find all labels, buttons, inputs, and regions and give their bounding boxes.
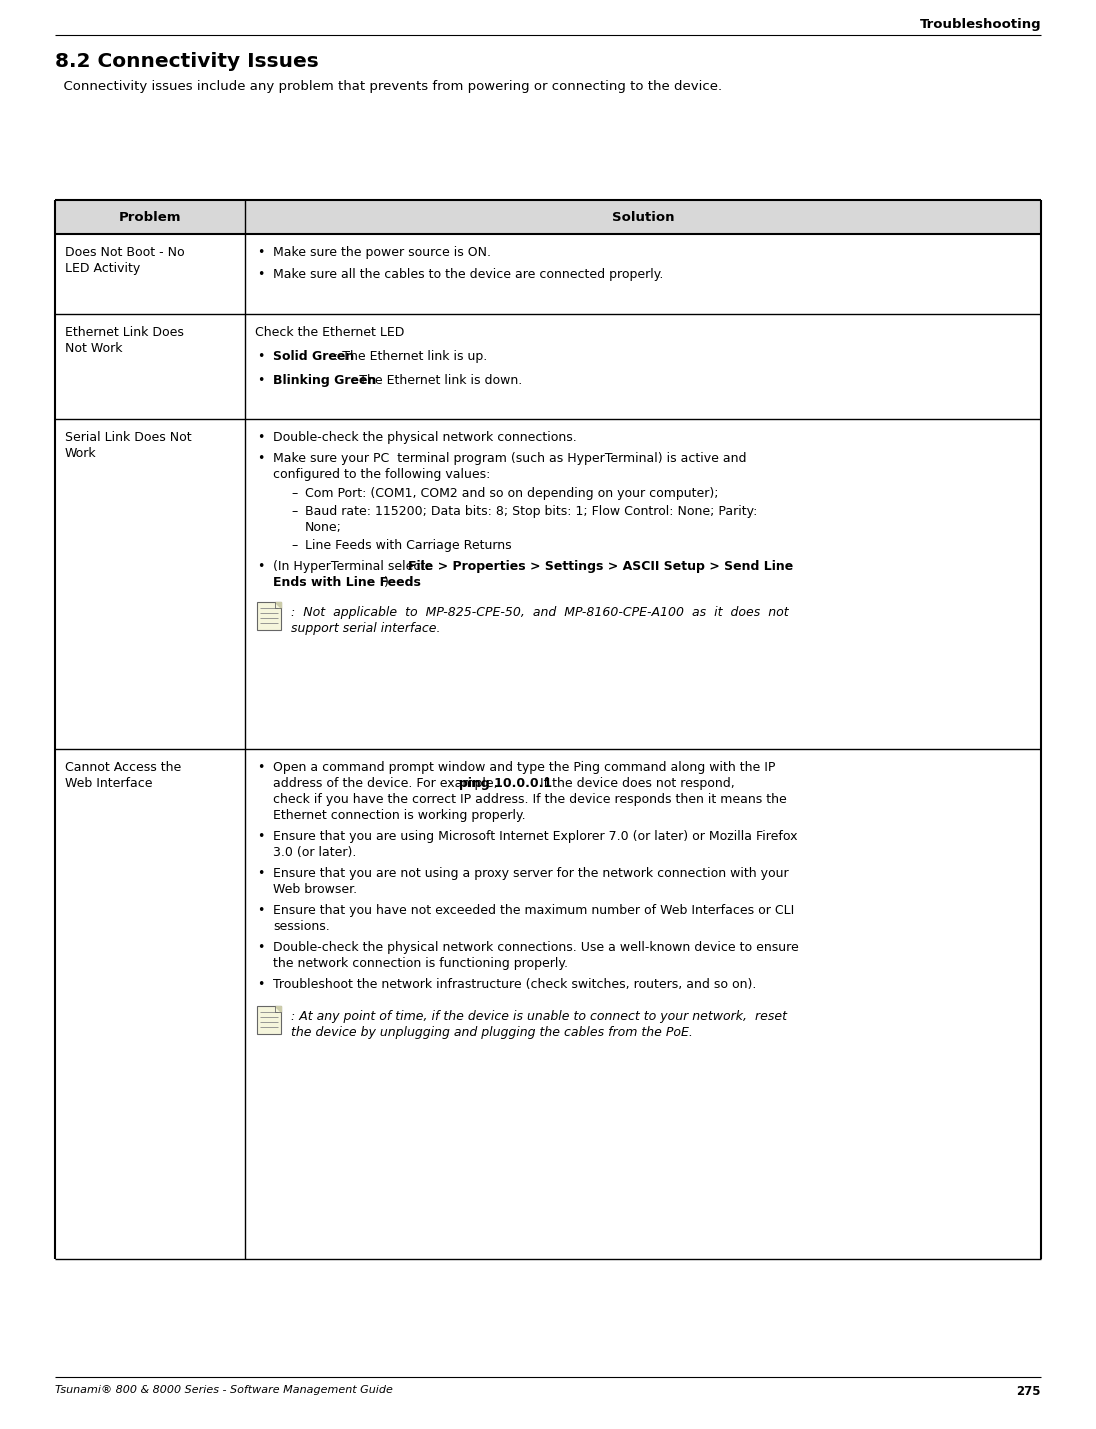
Text: Ensure that you are using Microsoft Internet Explorer 7.0 (or later) or Mozilla : Ensure that you are using Microsoft Inte… (273, 830, 798, 843)
Text: Baud rate: 115200; Data bits: 8; Stop bits: 1; Flow Control: None; Parity:: Baud rate: 115200; Data bits: 8; Stop bi… (305, 504, 757, 517)
Text: Troubleshooting: Troubleshooting (920, 19, 1041, 31)
Text: ping 10.0.0.1: ping 10.0.0.1 (459, 777, 552, 790)
Polygon shape (275, 602, 281, 607)
Text: Problem: Problem (118, 210, 181, 223)
Text: check if you have the correct IP address. If the device responds then it means t: check if you have the correct IP address… (273, 793, 787, 806)
Text: Ends with Line Feeds: Ends with Line Feeds (273, 576, 421, 589)
Text: Ethernet Link Does: Ethernet Link Does (65, 326, 184, 339)
Text: : The Ethernet link is up.: : The Ethernet link is up. (334, 350, 488, 363)
Text: Web browser.: Web browser. (273, 883, 357, 896)
Text: Not Work: Not Work (65, 342, 123, 354)
Text: the device by unplugging and plugging the cables from the PoE.: the device by unplugging and plugging th… (292, 1026, 693, 1039)
Text: •: • (256, 432, 264, 444)
Text: Blinking Green: Blinking Green (273, 374, 376, 387)
Text: –: – (292, 539, 297, 552)
FancyBboxPatch shape (256, 602, 281, 630)
Text: •: • (256, 977, 264, 990)
Text: Make sure your PC  terminal program (such as HyperTerminal) is active and: Make sure your PC terminal program (such… (273, 452, 746, 464)
Text: Make sure all the cables to the device are connected properly.: Make sure all the cables to the device a… (273, 269, 663, 282)
Text: Make sure the power source is ON.: Make sure the power source is ON. (273, 246, 491, 259)
Text: 3.0 (or later).: 3.0 (or later). (273, 846, 356, 859)
Text: •: • (256, 452, 264, 464)
Bar (55, 200, 1041, 234)
Text: Work: Work (65, 447, 96, 460)
Polygon shape (275, 1006, 281, 1012)
Text: Com Port: (COM1, COM2 and so on depending on your computer);: Com Port: (COM1, COM2 and so on dependin… (305, 487, 719, 500)
Text: support serial interface.: support serial interface. (292, 622, 441, 634)
Text: Line Feeds with Carriage Returns: Line Feeds with Carriage Returns (305, 539, 512, 552)
Text: –: – (292, 487, 297, 500)
Text: (In HyperTerminal select:: (In HyperTerminal select: (273, 560, 434, 573)
Text: Double-check the physical network connections. Use a well-known device to ensure: Double-check the physical network connec… (273, 942, 799, 955)
Text: Ensure that you have not exceeded the maximum number of Web Interfaces or CLI: Ensure that you have not exceeded the ma… (273, 905, 795, 917)
Text: sessions.: sessions. (273, 920, 330, 933)
Text: ): ) (384, 576, 389, 589)
Text: •: • (256, 762, 264, 775)
Text: •: • (256, 246, 264, 259)
Text: •: • (256, 867, 264, 880)
Text: Solution: Solution (612, 210, 674, 223)
Text: 8.2 Connectivity Issues: 8.2 Connectivity Issues (55, 51, 319, 71)
Text: Double-check the physical network connections.: Double-check the physical network connec… (273, 432, 576, 444)
Text: address of the device. For example,: address of the device. For example, (273, 777, 502, 790)
Text: File > Properties > Settings > ASCII Setup > Send Line: File > Properties > Settings > ASCII Set… (408, 560, 792, 573)
Text: LED Activity: LED Activity (65, 262, 140, 274)
FancyBboxPatch shape (256, 1006, 281, 1035)
Text: •: • (256, 905, 264, 917)
Text: Cannot Access the: Cannot Access the (65, 762, 181, 775)
Text: 275: 275 (1016, 1385, 1041, 1398)
Text: configured to the following values:: configured to the following values: (273, 469, 490, 482)
Text: Open a command prompt window and type the Ping command along with the IP: Open a command prompt window and type th… (273, 762, 775, 775)
Text: Serial Link Does Not: Serial Link Does Not (65, 432, 192, 444)
Text: Web Interface: Web Interface (65, 777, 152, 790)
Text: : The Ethernet link is down.: : The Ethernet link is down. (351, 374, 522, 387)
Text: –: – (292, 504, 297, 517)
Text: •: • (256, 269, 264, 282)
Text: Does Not Boot - No: Does Not Boot - No (65, 246, 184, 259)
Text: the network connection is functioning properly.: the network connection is functioning pr… (273, 957, 568, 970)
Text: :  Not  applicable  to  MP-825-CPE-50,  and  MP-8160-CPE-A100  as  it  does  not: : Not applicable to MP-825-CPE-50, and M… (292, 606, 789, 619)
Text: : At any point of time, if the device is unable to connect to your network,  res: : At any point of time, if the device is… (292, 1010, 787, 1023)
Text: •: • (256, 830, 264, 843)
Text: Check the Ethernet LED: Check the Ethernet LED (255, 326, 404, 339)
Text: •: • (256, 350, 264, 363)
Text: Troubleshoot the network infrastructure (check switches, routers, and so on).: Troubleshoot the network infrastructure … (273, 977, 756, 990)
Text: . If the device does not respond,: . If the device does not respond, (532, 777, 734, 790)
Text: •: • (256, 560, 264, 573)
Text: •: • (256, 374, 264, 387)
Text: Tsunami® 800 & 8000 Series - Software Management Guide: Tsunami® 800 & 8000 Series - Software Ma… (55, 1385, 392, 1395)
Text: Ensure that you are not using a proxy server for the network connection with you: Ensure that you are not using a proxy se… (273, 867, 789, 880)
Text: Connectivity issues include any problem that prevents from powering or connectin: Connectivity issues include any problem … (55, 80, 722, 93)
Text: Solid Green: Solid Green (273, 350, 354, 363)
Text: None;: None; (305, 522, 342, 534)
Text: •: • (256, 942, 264, 955)
Text: Ethernet connection is working properly.: Ethernet connection is working properly. (273, 809, 526, 822)
